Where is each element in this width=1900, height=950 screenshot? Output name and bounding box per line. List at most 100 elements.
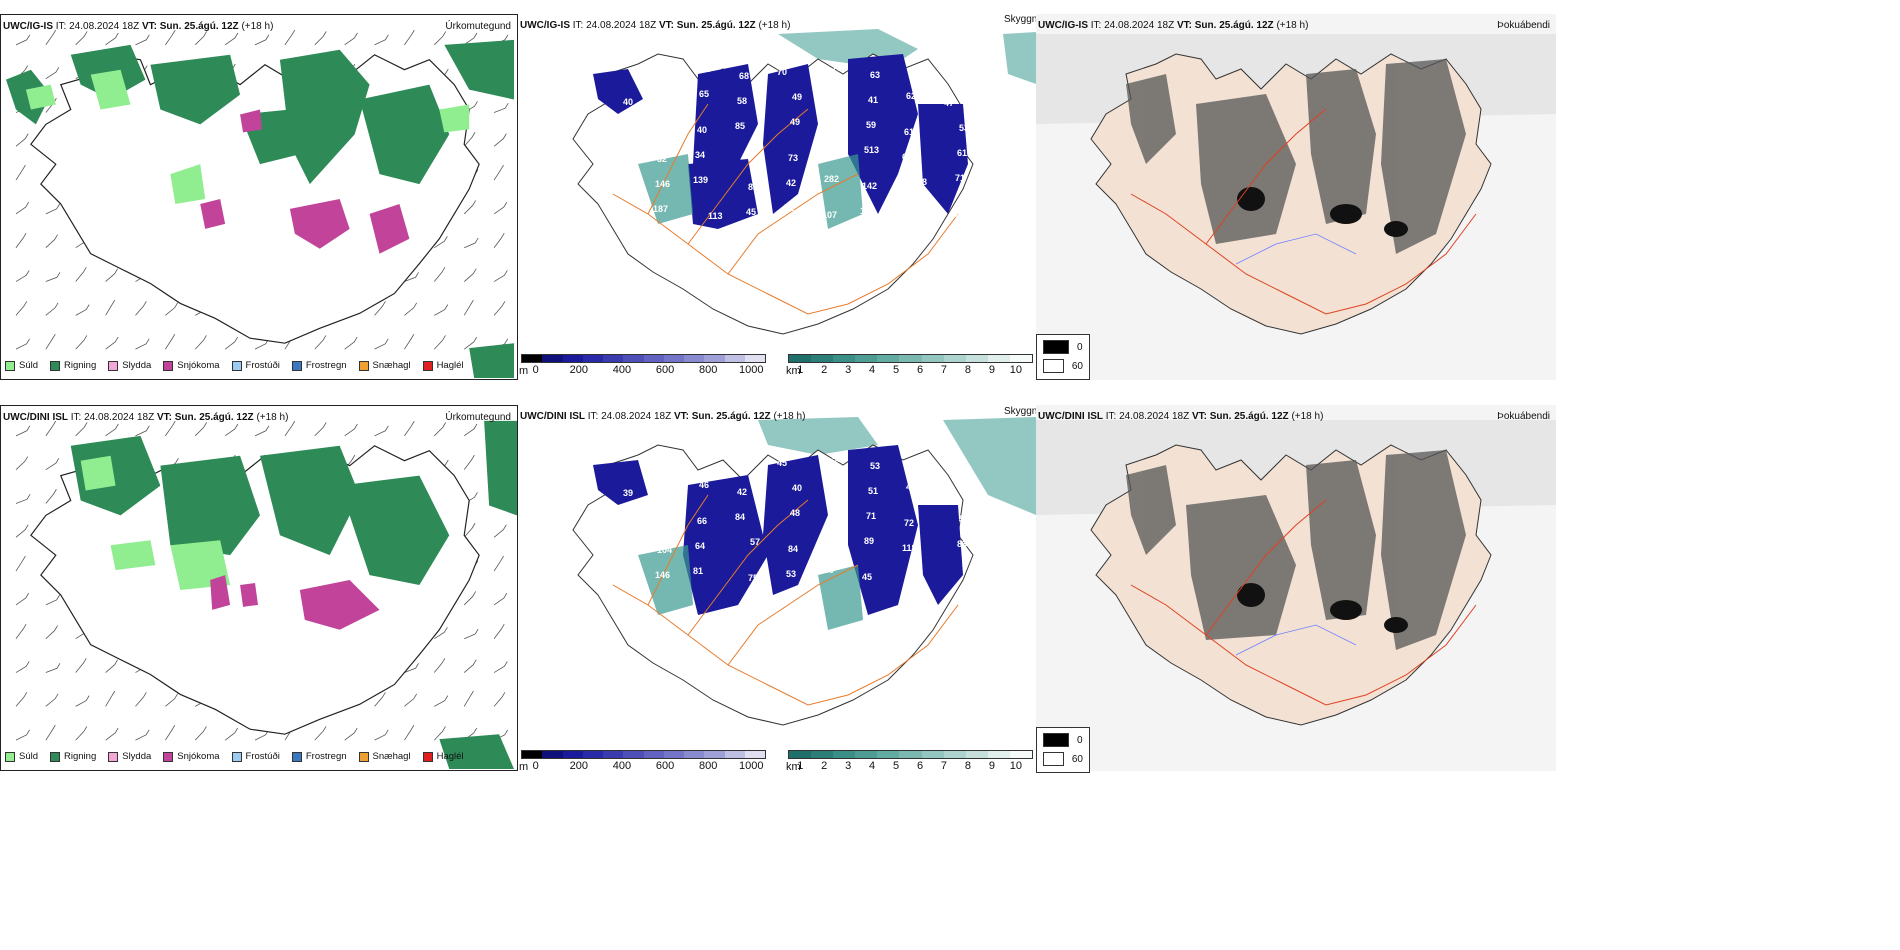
wind-barb [15, 729, 30, 741]
legend-item-slydda: Slydda [108, 751, 151, 762]
cloud-title-bottom: Skyggni [1004, 406, 1040, 417]
wind-barb [374, 692, 386, 707]
wind-barb [464, 237, 479, 249]
fog-region [758, 417, 878, 455]
wind-barb [344, 727, 358, 741]
cloud-base-label: 57 [750, 537, 760, 547]
wind-barb [314, 726, 327, 741]
wind-barb [493, 301, 506, 316]
fog-map-top [1036, 14, 1556, 380]
cloud-base-label: 46 [661, 93, 671, 103]
colorbar-tick: 800 [698, 760, 718, 771]
wind-barb [105, 659, 118, 673]
colorbar-tick: 200 [569, 760, 588, 771]
wind-barb [493, 103, 509, 113]
cloud-base-label: 83 [957, 539, 967, 549]
cloud-base-label: 115 [826, 149, 841, 159]
wind-barb [493, 555, 504, 572]
cloud-base-label: 64 [663, 459, 673, 469]
cloud-base-label: 70 [777, 67, 787, 77]
cloud-base-label: 47 [944, 98, 954, 108]
wind-barb [224, 32, 239, 46]
colorbar-tick: 0 [532, 364, 539, 376]
colorbar-tick: 1000 [739, 760, 764, 771]
wind-barb [463, 591, 477, 606]
wind-barb [374, 34, 389, 46]
wind-barb [374, 301, 386, 316]
wind-barb [374, 729, 389, 741]
wind-barb [15, 692, 28, 707]
legend-item-frostregn: Frostregn [291, 751, 347, 762]
wind-barb [284, 29, 296, 46]
wind-barb [493, 592, 508, 606]
wind-barb [45, 724, 56, 741]
wind-barb [15, 270, 30, 282]
wind-barb [404, 272, 419, 282]
wind-barb [194, 422, 208, 437]
fog-map-bottom [1036, 405, 1556, 771]
cloud-base-label: 42 [906, 482, 916, 492]
wind-barb [15, 338, 30, 350]
legend-item-slydda: Slydda [108, 360, 151, 371]
cloud-base-label: 61 [957, 148, 967, 158]
fog-index-shading [1126, 450, 1466, 650]
roads [1130, 499, 1477, 706]
wind-barb [45, 458, 60, 470]
cloud-base-label: 44 [946, 453, 956, 463]
wind-barb [463, 132, 476, 147]
wind-barb [463, 659, 477, 673]
visibility-colorbar: 1 2 3 4 5 6 7 8 9 10 km [786, 354, 1033, 380]
fog-region-east [943, 417, 1036, 515]
wind-barb [254, 34, 270, 46]
colorbar-tick: 8 [964, 760, 971, 771]
wind-barb [434, 726, 446, 741]
cloud-base-label: 0 [953, 209, 958, 219]
fog-region-east [1003, 32, 1036, 84]
cloud-base-label: 78 [917, 177, 927, 187]
height-unit: m [519, 761, 529, 771]
rivers [1235, 624, 1357, 656]
legend-item-frostudi: Frostúði [231, 751, 280, 762]
wind-barb [45, 489, 57, 504]
colorbar-tick: 1 [797, 760, 804, 771]
fog-title: Þokuábendi [1497, 411, 1550, 422]
wind-barb [15, 456, 29, 470]
wind-barb [314, 335, 327, 350]
colorbar-tick: 5 [893, 760, 900, 771]
wind-barb [45, 234, 58, 249]
wind-barb [434, 304, 449, 316]
wind-barb [15, 425, 31, 437]
wind-barb [105, 423, 119, 437]
wind-barb [404, 302, 418, 316]
wind-barb [463, 299, 474, 316]
wind-barb [404, 333, 415, 350]
cloud-base-label: 62 [908, 66, 918, 76]
panel-title: UWC/DINI ISL IT: 24.08.2024 18Z VT: Sun.… [520, 411, 806, 422]
cloud-base-label: 45 [661, 484, 671, 494]
cloud-base-label: 39 [830, 490, 840, 500]
snow-areas [210, 575, 380, 630]
cloud-base-label: 98 [619, 538, 629, 548]
wind-barb [434, 335, 446, 350]
cloud-base-label: 56 [915, 202, 925, 212]
colorbar-tick: 4 [869, 364, 876, 376]
wind-barb [135, 729, 150, 741]
cloud-base-label: 49 [946, 62, 956, 72]
wind-barb [165, 693, 178, 707]
cloud-base-label: 54 [621, 122, 631, 132]
cloud-base-label: 93 [701, 64, 711, 74]
wind-barb [434, 658, 446, 673]
fog-panel-bottom: UWC/DINI ISL IT: 24.08.2024 18Z VT: Sun.… [1036, 405, 1556, 771]
wind-barb [404, 29, 415, 46]
colorbar-tick: 600 [655, 760, 675, 771]
cloud-base-label: 65 [699, 89, 709, 99]
legend-item-rigning: Rigning [50, 751, 96, 762]
wind-barb [15, 592, 30, 606]
drizzle-areas [80, 455, 231, 590]
cloud-base-label: 72 [784, 203, 794, 213]
cloud-base-label: 95 [608, 61, 618, 71]
cloud-base-label: 94 [617, 183, 627, 193]
wind-barb [45, 420, 57, 437]
precip-legend: Súld Rigning Slydda Snjókoma Frostúði Fr… [5, 751, 464, 762]
wind-barb [15, 201, 30, 215]
